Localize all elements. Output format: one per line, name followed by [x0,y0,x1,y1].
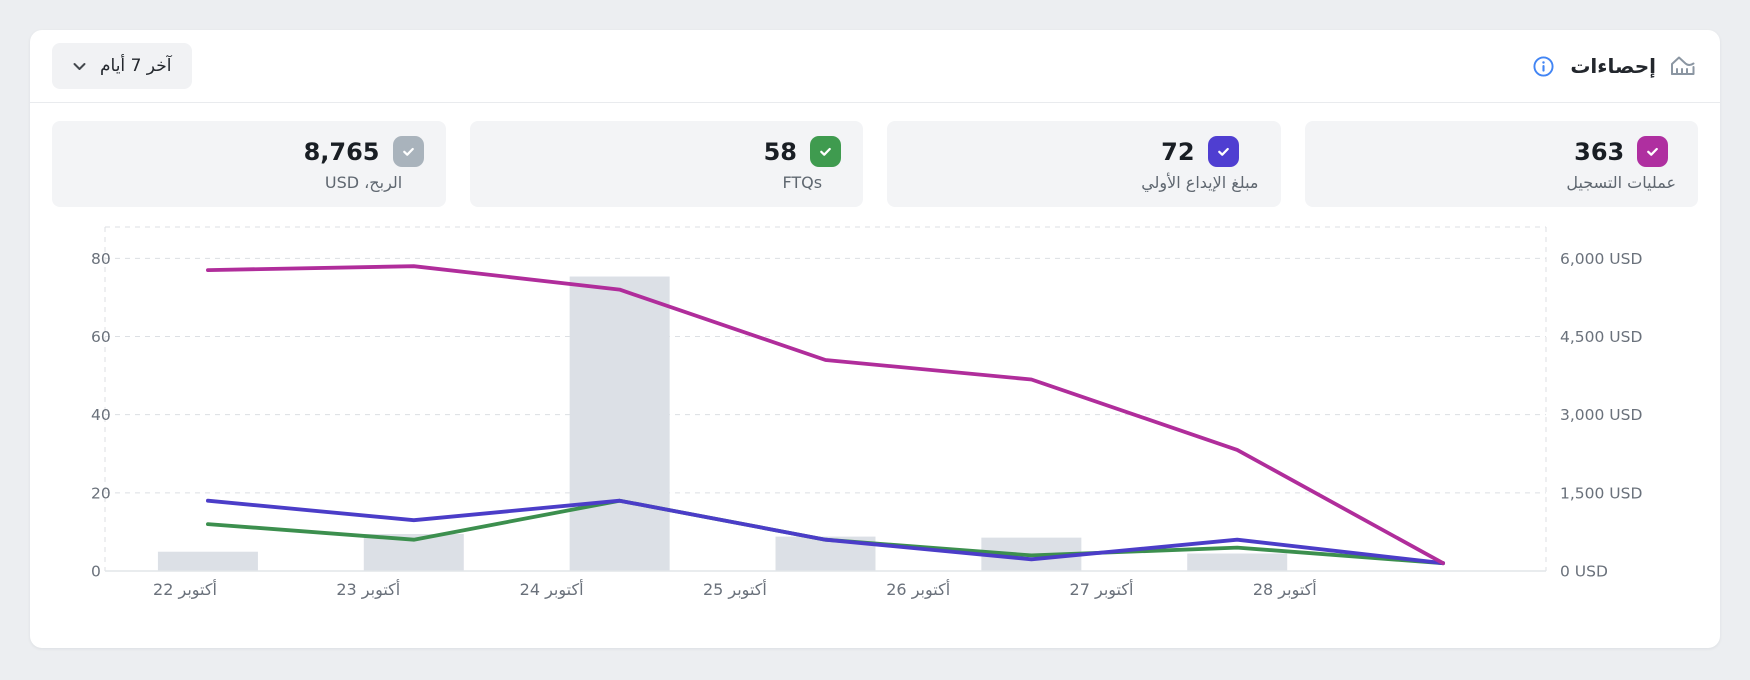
check-icon [1217,147,1229,156]
x-axis-date-label: أكتوبر 23 [336,579,400,600]
stat-value: 58 [763,137,797,166]
line-series-1[interactable] [205,498,1445,566]
stat-checkbox-initial-deposit[interactable] [1207,136,1239,167]
left-axis-tick: 60 [91,328,111,346]
bar-الربح، USD-2[interactable] [569,276,670,571]
left-axis-tick: 0 [91,563,101,581]
stat-card-ftqs: 58 FTQs [469,121,863,207]
panel-header: إحصاءات آخر 7 أيام [30,30,1720,103]
left-axis-tick: 20 [91,484,111,502]
x-axis-date-label: أكتوبر 28 [1253,579,1317,600]
check-icon [1647,147,1659,156]
stat-label: مبلغ الإيداع الأولي [1141,173,1259,192]
check-icon [402,147,414,156]
check-icon [820,147,831,156]
period-selector-button[interactable]: آخر 7 أيام [52,43,193,89]
stat-content: 363 عمليات التسجيل [1566,136,1676,192]
stat-content: 8,765 الربح، USD [304,136,424,192]
x-axis-date-label: أكتوبر 26 [886,579,950,600]
x-axis-date-label: أكتوبر 22 [153,579,217,600]
right-axis-tick: 1,500 USD [1560,484,1642,502]
statistics-panel: إحصاءات آخر 7 أيام 363 عمليات التسجيل 72 مب… [30,30,1720,648]
stat-card-initial-deposit: 72 مبلغ الإيداع الأولي [887,121,1281,207]
stat-value-row: 72 [1161,136,1239,167]
stat-label: الربح، USD [324,173,403,192]
x-axis-date-label: أكتوبر 24 [520,579,584,600]
left-axis-tick: 40 [91,406,111,424]
stat-label: FTQs [782,173,823,192]
period-selector-label: آخر 7 أيام [100,56,172,76]
stats-row: 363 عمليات التسجيل 72 مبلغ الإيداع الأولي 58… [30,103,1720,207]
stat-card-profit: 8,765 الربح، USD [52,121,446,207]
right-axis-tick: 4,500 USD [1560,328,1642,346]
x-axis-date-label: أكتوبر 27 [1070,579,1134,600]
stat-value-row: 58 [764,136,841,167]
right-axis-tick: 3,000 USD [1560,406,1642,424]
page-title: إحصاءات [1570,54,1656,78]
stat-value: 8,765 [303,137,380,166]
stat-content: 72 مبلغ الإيداع الأولي [1141,136,1259,192]
left-axis-tick: 80 [91,250,111,268]
stat-value: 363 [1574,137,1625,166]
chevron-down-icon [73,62,86,70]
right-axis-tick: 0 USD [1560,563,1608,581]
stat-checkbox-profit[interactable] [392,136,424,167]
chart-area: 0 0 USD 20 1,500 USD 40 3,000 USD 60 4,500 USD 8… [30,207,1720,627]
title-group: إحصاءات [1533,51,1698,81]
stat-value-row: 363 [1574,136,1669,167]
bar-الربح، USD-0[interactable] [157,551,258,571]
stat-card-registrations: 363 عمليات التسجيل [1304,121,1698,207]
right-axis-tick: 6,000 USD [1560,250,1642,268]
info-icon[interactable] [1533,55,1554,77]
stat-label: عمليات التسجيل [1566,173,1676,192]
stat-content: 58 FTQs [764,136,841,192]
stat-value-row: 8,765 [304,136,424,167]
bar-الربح، USD-5[interactable] [1187,553,1288,571]
statistics-chart: 0 0 USD 20 1,500 USD 40 3,000 USD 60 4,500 USD 8… [91,226,1642,600]
stat-value: 72 [1161,137,1195,166]
stat-checkbox-ftqs[interactable] [810,136,841,167]
stats-chart-icon [1671,56,1695,75]
line-series-0[interactable] [205,264,1445,566]
stat-checkbox-registrations[interactable] [1637,136,1669,167]
x-axis-date-label: أكتوبر 25 [703,579,767,600]
